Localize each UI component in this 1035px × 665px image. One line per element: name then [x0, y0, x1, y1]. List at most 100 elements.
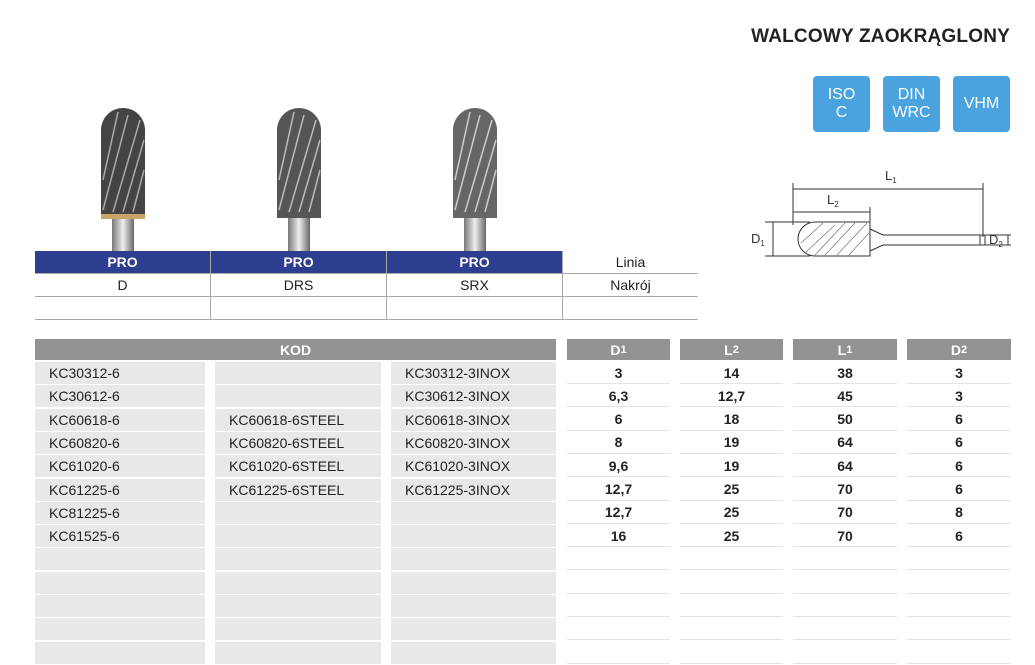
l1-cell: 70 — [793, 525, 897, 548]
code-cell — [35, 595, 205, 617]
code-cell: KC30612-3INOX — [391, 385, 556, 408]
badge-text: VHM — [963, 95, 1000, 112]
l2-cell: 18 — [680, 409, 783, 431]
badge-text: C — [835, 104, 848, 121]
line-label: Linia — [562, 251, 698, 274]
series-table: PRO PRO PRO Linia D DRS SRX Nakrój — [35, 251, 698, 320]
l1-cell: 50 — [793, 409, 897, 431]
code-cell: KC60618-3INOX — [391, 408, 556, 431]
code-cell: KC60618-6 — [35, 408, 205, 431]
d1-cell — [567, 595, 670, 617]
l2-cell: 12,7 — [680, 385, 783, 408]
d1-cell: 12,7 — [567, 479, 670, 501]
code-cell — [391, 571, 556, 594]
l1-cell — [793, 595, 897, 617]
label-d2: D2 — [989, 232, 1003, 249]
code-cell: KC61020-3INOX — [391, 455, 556, 478]
l2-cell — [680, 618, 783, 641]
code-cell: KC61225-6STEEL — [215, 478, 381, 501]
line-cell: PRO — [386, 251, 563, 274]
code-cell — [215, 641, 381, 664]
line-cell: PRO — [35, 251, 211, 274]
l2-cell: 14 — [680, 362, 783, 384]
l1-cell — [793, 642, 897, 664]
l2-cell: 25 — [680, 525, 783, 548]
l2-cell — [680, 595, 783, 617]
d2-cell — [907, 572, 1011, 594]
code-cell — [215, 595, 381, 617]
l2-cell: 19 — [680, 455, 783, 478]
code-cell — [35, 548, 205, 571]
d2-cell — [907, 642, 1011, 664]
d2-cell: 6 — [907, 479, 1011, 501]
d2-cell: 6 — [907, 525, 1011, 548]
l2-cell — [680, 548, 783, 571]
l1-cell — [793, 618, 897, 641]
code-cell — [215, 501, 381, 524]
code-cell — [391, 641, 556, 664]
code-cell — [391, 501, 556, 524]
d2-cell: 6 — [907, 409, 1011, 431]
label-l1: L1 — [885, 168, 897, 185]
cut-cell: D — [35, 273, 211, 297]
code-cell: KC61020-6STEEL — [215, 455, 381, 478]
d1-cell — [567, 642, 670, 664]
cut-label: Nakrój — [562, 273, 698, 297]
d1-cell — [567, 618, 670, 641]
l1-cell: 64 — [793, 455, 897, 478]
burr-image-srx — [453, 108, 497, 255]
l1-cell: 45 — [793, 385, 897, 408]
d1-cell: 12,7 — [567, 502, 670, 524]
d2-cell: 3 — [907, 385, 1011, 408]
label-d1: D1 — [751, 231, 765, 248]
dimension-diagram: L1 L2 D1 D2 — [751, 168, 1011, 257]
line-cell: PRO — [210, 251, 387, 274]
d1-cell: 6,3 — [567, 385, 670, 408]
code-cell: KC61225-6 — [35, 478, 205, 501]
burr-image-d — [101, 108, 145, 255]
l2-cell: 25 — [680, 502, 783, 524]
code-cell: KC60820-3INOX — [391, 431, 556, 454]
code-cell: KC30312-6 — [35, 362, 205, 384]
l1-cell: 70 — [793, 479, 897, 501]
kod-header: KOD — [35, 339, 556, 360]
l2-cell — [680, 572, 783, 594]
burr-image-drs — [277, 108, 321, 255]
code-cell: KC60618-6STEEL — [215, 408, 381, 431]
l2-cell — [680, 642, 783, 664]
d1-cell — [567, 572, 670, 594]
d1-cell: 6 — [567, 409, 670, 431]
l1-cell — [793, 572, 897, 594]
code-cell — [215, 548, 381, 571]
l2-cell: 19 — [680, 432, 783, 454]
d2-cell: 6 — [907, 455, 1011, 478]
code-cell: KC30312-3INOX — [391, 362, 556, 384]
d2-cell — [907, 618, 1011, 641]
line-row: PRO PRO PRO Linia — [35, 251, 698, 274]
code-cell: KC61525-6 — [35, 525, 205, 548]
badge-text: DIN — [897, 86, 926, 103]
code-cell: KC30612-6 — [35, 385, 205, 408]
code-cell — [215, 571, 381, 594]
code-cell — [391, 595, 556, 617]
empty-row — [35, 296, 698, 320]
d2-cell: 3 — [907, 362, 1011, 384]
d1-cell: 3 — [567, 362, 670, 384]
badge-text: WRC — [892, 104, 931, 121]
code-cell — [391, 618, 556, 641]
code-cell — [35, 618, 205, 641]
code-cell — [35, 571, 205, 594]
badge-iso: ISO C — [813, 76, 870, 132]
d2-cell — [907, 548, 1011, 571]
code-cell: KC60820-6STEEL — [215, 431, 381, 454]
l1-cell: 70 — [793, 502, 897, 524]
code-cell — [35, 641, 205, 664]
code-cell — [215, 618, 381, 641]
l1-cell: 38 — [793, 362, 897, 384]
badge-text: ISO — [827, 86, 856, 103]
code-cell: KC60820-6 — [35, 431, 205, 454]
